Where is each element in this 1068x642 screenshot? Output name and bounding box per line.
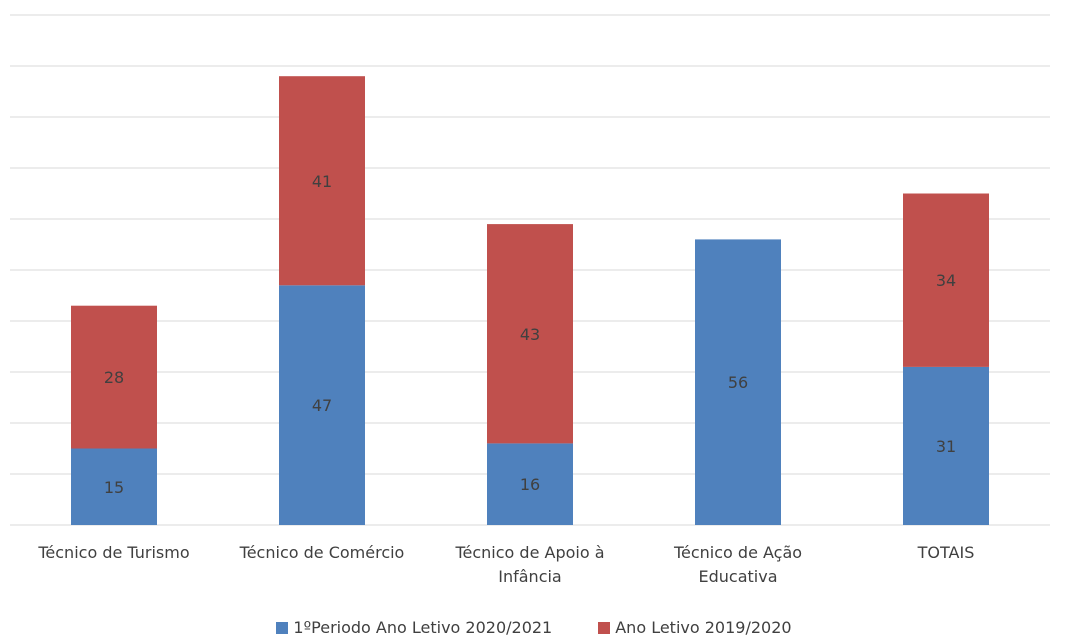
bar-series-1-cat-1 — [71, 448, 157, 525]
bars — [71, 76, 989, 525]
data-label-series-1-cat-4: 56 — [728, 373, 748, 392]
bar-series-2-cat-5 — [903, 193, 989, 367]
bar-series-1-cat-5 — [903, 366, 989, 525]
data-label-series-1-cat-1: 15 — [104, 478, 124, 497]
bar-series-1-cat-3 — [487, 443, 573, 525]
category-label-2: Técnico de Comércio — [239, 543, 405, 562]
legend-label-series-2: Ano Letivo 2019/2020 — [615, 618, 792, 637]
data-label-series-2-cat-5: 34 — [936, 271, 956, 290]
data-label-series-1-cat-5: 31 — [936, 437, 956, 456]
bar-series-2-cat-3 — [487, 224, 573, 444]
legend-item-series-1: 1ºPeriodo Ano Letivo 2020/2021 — [276, 618, 552, 637]
category-label-5: TOTAIS — [917, 543, 975, 562]
bar-series-1-cat-2 — [279, 285, 365, 525]
bar-series-2-cat-1 — [71, 305, 157, 449]
data-label-series-1-cat-2: 47 — [312, 396, 332, 415]
legend-label-series-1: 1ºPeriodo Ano Letivo 2020/2021 — [293, 618, 553, 637]
data-label-series-2-cat-1: 28 — [104, 368, 124, 387]
legend: 1ºPeriodo Ano Letivo 2020/2021 Ano Letiv… — [0, 618, 1068, 637]
legend-swatch-series-1 — [276, 621, 289, 634]
category-label-4: Técnico de Ação Educativa — [673, 543, 803, 586]
bar-series-1-cat-4 — [695, 239, 781, 525]
bar-series-2-cat-2 — [279, 76, 365, 286]
category-label-3: Técnico de Apoio à Infância — [455, 543, 605, 586]
category-label-1: Técnico de Turismo — [38, 543, 190, 562]
data-labels: 15 28 47 41 16 43 56 31 34 — [104, 172, 956, 497]
chart: 15 28 47 41 16 43 56 31 34 — [10, 14, 1050, 526]
legend-swatch-series-2 — [598, 621, 611, 634]
data-label-series-1-cat-3: 16 — [520, 475, 540, 494]
data-label-series-2-cat-2: 41 — [312, 172, 332, 191]
data-label-series-2-cat-3: 43 — [520, 325, 540, 344]
legend-item-series-2: Ano Letivo 2019/2020 — [598, 618, 792, 637]
